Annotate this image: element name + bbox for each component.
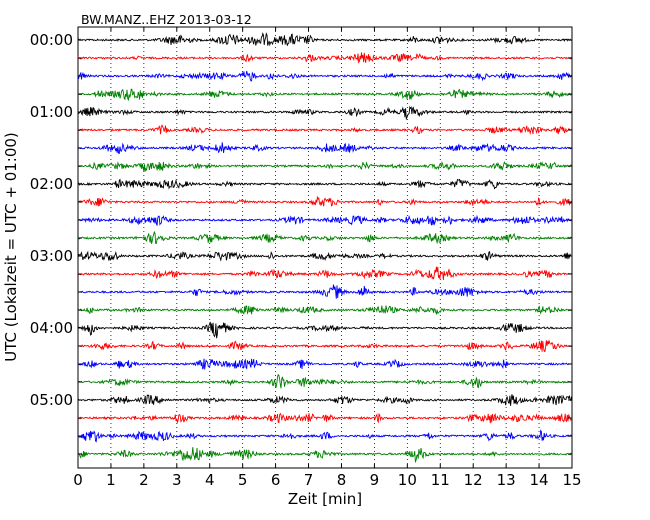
- trace-0445: [77, 373, 572, 389]
- trace-group: [77, 32, 572, 464]
- x-tick-label: 8: [337, 471, 347, 489]
- trace-0230: [77, 214, 572, 226]
- y-tick-label: 05:00: [30, 391, 73, 409]
- trace-0415: [77, 339, 572, 353]
- x-tick-label: 4: [205, 471, 215, 489]
- trace-0245: [77, 230, 572, 245]
- x-tick-label: 5: [238, 471, 248, 489]
- x-tick-label: 14: [530, 471, 549, 489]
- x-gridlines: [110, 27, 540, 468]
- x-axis-ticks: 0 1 2 3 4 5 6 7 8 9 10 11 12 13 14 15: [73, 27, 582, 489]
- y-tick-label: 00:00: [30, 31, 73, 49]
- trace-0330: [77, 284, 572, 299]
- x-tick-label: 3: [172, 471, 182, 489]
- trace-0130: [77, 142, 572, 155]
- trace-0100: [77, 105, 572, 121]
- trace-0145: [77, 160, 572, 172]
- trace-0400: [77, 321, 572, 339]
- trace-0030: [77, 70, 572, 82]
- x-tick-label: 2: [139, 471, 149, 489]
- x-tick-label: 11: [431, 471, 450, 489]
- trace-0500: [77, 394, 572, 406]
- trace-0315: [77, 266, 572, 281]
- plot-frame: [77, 26, 573, 469]
- trace-0300: [77, 250, 572, 262]
- x-tick-label: 7: [304, 471, 314, 489]
- y-tick-label: 01:00: [30, 103, 73, 121]
- x-tick-label: 15: [562, 471, 581, 489]
- trace-0045: [77, 88, 572, 102]
- y-axis-label: UTC (Lokalzeit = UTC + 01:00): [2, 132, 20, 362]
- trace-0115: [77, 124, 572, 135]
- trace-0345: [77, 305, 572, 316]
- trace-0015: [77, 52, 572, 64]
- trace-0200: [77, 178, 572, 190]
- trace-0215: [77, 195, 572, 207]
- trace-0545: [77, 447, 572, 464]
- trace-0000: [77, 32, 572, 47]
- trace-0530: [77, 429, 572, 443]
- x-tick-label: 12: [464, 471, 483, 489]
- x-axis-label: Zeit [min]: [288, 490, 362, 508]
- y-tick-label: 02:00: [30, 175, 73, 193]
- y-tick-label: 03:00: [30, 247, 73, 265]
- trace-0430: [77, 358, 572, 370]
- x-tick-label: 9: [370, 471, 380, 489]
- y-axis-ticks: 00:00 01:00 02:00 03:00 04:00 05:00: [30, 31, 572, 455]
- y-tick-label: 04:00: [30, 319, 73, 337]
- chart-title: BW.MANZ..EHZ 2013-03-12: [81, 12, 252, 27]
- x-tick-label: 1: [106, 471, 116, 489]
- x-tick-label: 10: [398, 471, 417, 489]
- x-tick-label: 6: [271, 471, 281, 489]
- x-tick-label: 13: [497, 471, 516, 489]
- x-tick-label: 0: [73, 471, 83, 489]
- trace-0515: [77, 412, 572, 424]
